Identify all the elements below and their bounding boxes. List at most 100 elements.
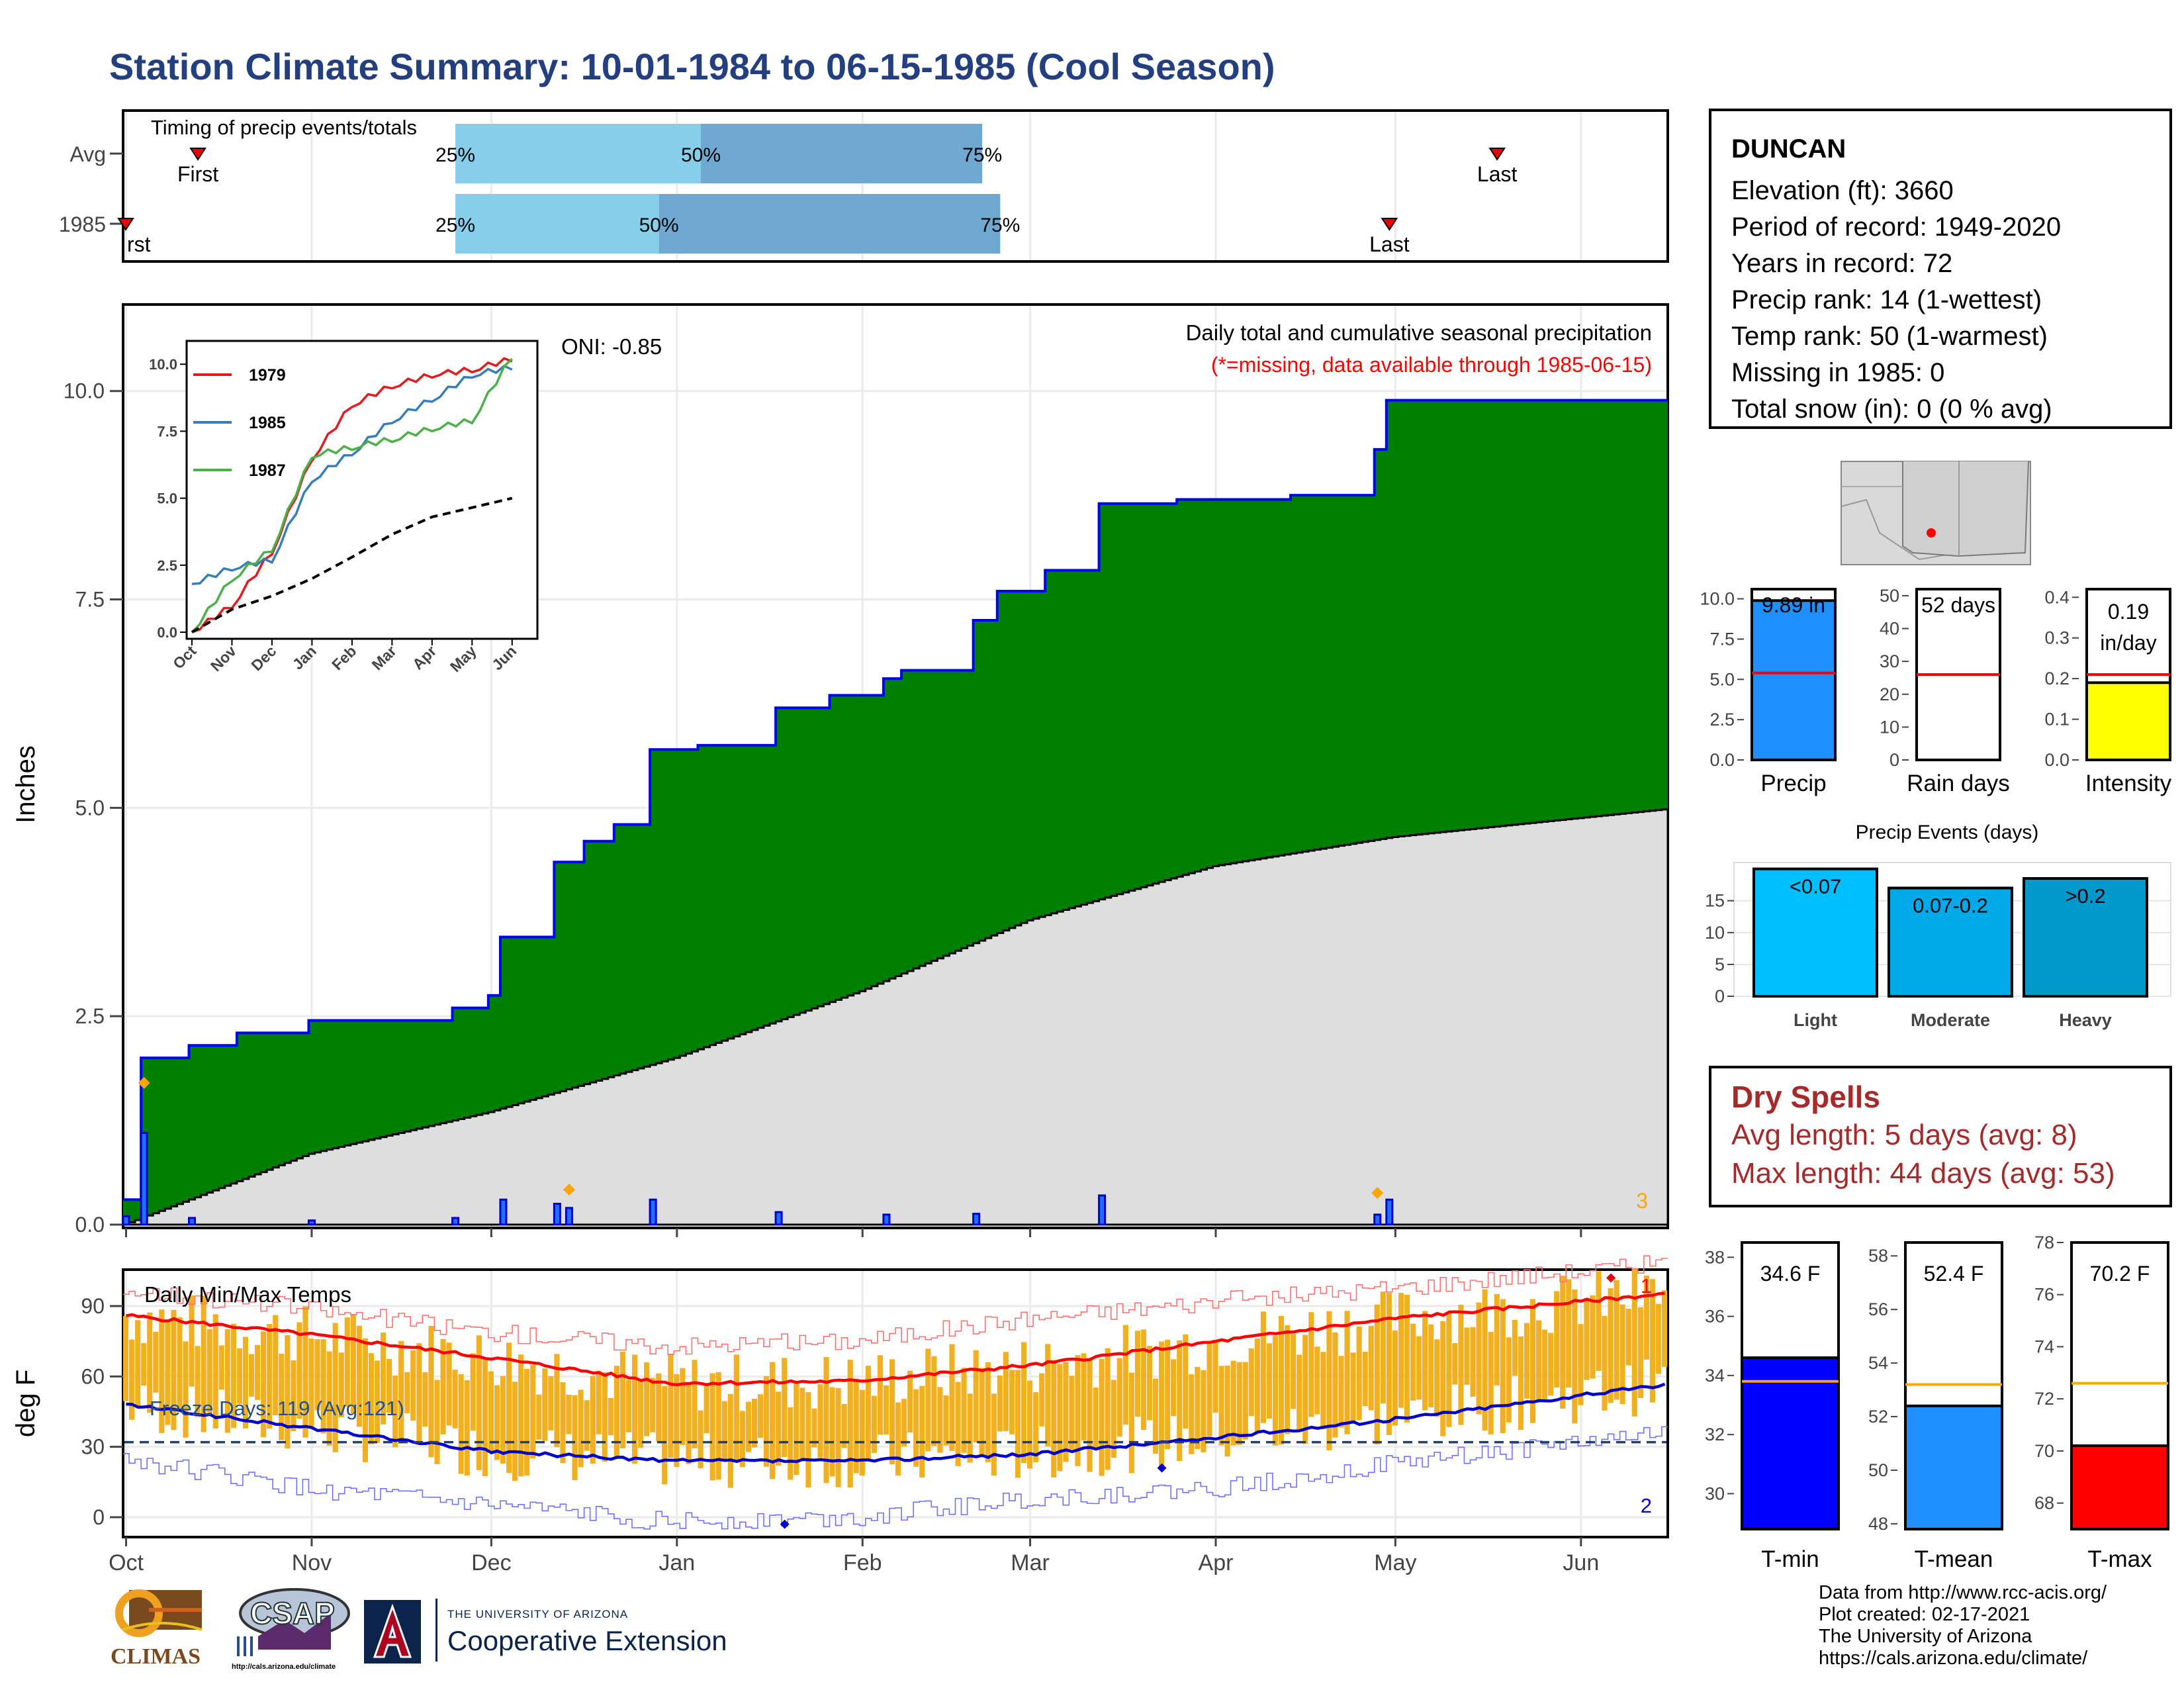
- daily-temp-bar: [721, 1401, 727, 1460]
- events-y-tick-label: 0: [1715, 986, 1725, 1006]
- summary-y-tick-label: 50: [1880, 586, 1899, 606]
- summary-y-tick-label: 10.0: [1700, 589, 1735, 609]
- temp-bar-y-tick-label: 32: [1705, 1425, 1725, 1444]
- timing-p25-label: 25%: [435, 214, 475, 236]
- daily-temp-bar: [482, 1357, 488, 1476]
- daily-temp-bar: [165, 1319, 171, 1425]
- summary-y-tick-label: 0.0: [1709, 750, 1735, 770]
- daily-temp-bar: [674, 1374, 680, 1468]
- credit-university: The University of Arizona: [1819, 1626, 2032, 1647]
- temp-bar-y-tick-label: 36: [1705, 1307, 1725, 1327]
- daily-temp-bar: [1326, 1311, 1332, 1451]
- daily-temp-bar: [1392, 1330, 1398, 1426]
- daily-temp-bar: [1560, 1276, 1566, 1409]
- temp-bar-y-tick-label: 34: [1705, 1366, 1725, 1385]
- climas-logo: CLIMAS: [109, 1583, 215, 1676]
- daily-precip-bar: [188, 1217, 197, 1226]
- events-bar-label: >0.2: [2065, 884, 2105, 908]
- daily-temp-bar: [147, 1312, 153, 1413]
- daily-temp-bar: [410, 1350, 416, 1421]
- temp-bar: [1741, 1356, 1840, 1531]
- daily-temp-bar: [440, 1338, 446, 1434]
- daily-temp-bar: [1027, 1380, 1033, 1469]
- daily-temp-bar: [1655, 1303, 1662, 1374]
- daily-temp-bar: [1512, 1319, 1518, 1376]
- daily-temp-bar: [230, 1323, 236, 1429]
- daily-temp-bar: [883, 1385, 889, 1435]
- daily-temp-bar: [302, 1306, 308, 1438]
- daily-temp-bar: [1308, 1312, 1314, 1417]
- events-category-label: Light: [1794, 1010, 1837, 1030]
- daily-temp-bar: [536, 1394, 542, 1440]
- daily-temp-bar: [1134, 1331, 1141, 1417]
- daily-temp-bar: [1009, 1370, 1015, 1434]
- first-event-label: First: [177, 162, 218, 186]
- daily-temp-bar: [416, 1343, 422, 1444]
- timing-bar-50-75: [700, 124, 983, 183]
- timing-bar-25-50: [455, 124, 701, 183]
- daily-temp-bar: [1116, 1358, 1122, 1437]
- daily-temp-bar: [344, 1317, 350, 1407]
- precip-events-chart: Precip Events (days) 0 5 10 15 <0.07 Light 0.07…: [1705, 821, 2171, 1030]
- orange-count: 3: [1636, 1189, 1648, 1213]
- x-tick-label: Dec: [471, 1550, 511, 1575]
- daily-temp-bar: [326, 1351, 332, 1446]
- daily-temp-bar: [1572, 1289, 1578, 1424]
- daily-temp-bar: [829, 1387, 835, 1477]
- temp-summary-bars: 30 32 34 36 38 34.6 F T-min 48 50 52 54 56 58 52.4 F T…: [1705, 1233, 2169, 1572]
- summary-y-tick-label: 0.4: [2044, 587, 2070, 607]
- daily-temp-bar: [1297, 1354, 1302, 1430]
- temp-bar-y-tick-label: 48: [1868, 1514, 1888, 1534]
- events-title: Precip Events (days): [1856, 821, 2039, 843]
- daily-temp-bar: [1566, 1279, 1572, 1388]
- timing-p50-label: 50%: [639, 214, 679, 236]
- daily-temp-bar: [476, 1335, 482, 1470]
- daily-temp-bar: [512, 1382, 518, 1481]
- summary-bars: 0.0 2.5 5.0 7.5 10.0 9.89 in Precip 0 10 20 30 40 50…: [1700, 586, 2171, 796]
- daily-temp-bar: [1230, 1360, 1236, 1446]
- daily-temp-bar: [619, 1351, 626, 1448]
- daily-temp-bar: [1260, 1311, 1266, 1423]
- daily-temp-bar: [1278, 1315, 1285, 1445]
- daily-temp-bar: [1410, 1323, 1416, 1401]
- inset-y-tick-label: 10.0: [149, 356, 177, 373]
- summary-y-tick-label: 0.2: [2044, 669, 2070, 688]
- record-min-count: 2: [1641, 1494, 1652, 1517]
- daily-temp-bar: [1183, 1334, 1189, 1429]
- daily-temps-chart: 0 30 60 90 Freeze Days: 119 (Avg:121) Daily M…: [11, 1255, 1669, 1575]
- daily-temp-bar: [1153, 1378, 1159, 1454]
- daily-temp-bar: [362, 1338, 369, 1462]
- daily-temp-bar: [1482, 1289, 1488, 1431]
- daily-temp-bar: [662, 1385, 668, 1485]
- daily-temp-bar: [1140, 1329, 1147, 1430]
- temp-bar-y-tick-label: 70: [2034, 1441, 2054, 1461]
- station-info-box: DUNCAN Elevation (ft): 3660 Period of re…: [1709, 109, 2172, 429]
- daily-temp-bar: [464, 1380, 470, 1476]
- daily-temp-bar: [1189, 1374, 1195, 1454]
- daily-temp-bar: [1015, 1370, 1021, 1478]
- daily-temp-bar: [1128, 1372, 1134, 1474]
- summary-value-label: 52 days: [1921, 593, 1995, 617]
- daily-temp-bar: [171, 1309, 177, 1430]
- daily-temp-bar: [320, 1339, 326, 1434]
- daily-temp-bar: [422, 1372, 428, 1427]
- daily-temp-bar: [434, 1380, 440, 1464]
- daily-temp-bar: [1535, 1320, 1542, 1403]
- daily-temp-bar: [1386, 1293, 1392, 1435]
- average-cumulative-area: [123, 808, 1669, 1226]
- daily-temp-bar: [931, 1356, 937, 1446]
- summary-y-tick-label: 7.5: [1709, 629, 1735, 649]
- daily-temp-bar: [1039, 1373, 1045, 1427]
- daily-temp-bar: [841, 1403, 847, 1448]
- daily-temp-bar: [1554, 1291, 1560, 1388]
- daily-temp-bar: [1063, 1362, 1069, 1462]
- events-y-tick-label: 15: [1705, 891, 1725, 911]
- legend-label: 1985: [249, 414, 286, 432]
- daily-temp-bar: [1488, 1332, 1494, 1434]
- temp-bar-category-label: T-mean: [1915, 1546, 1993, 1572]
- daily-temp-bar: [1195, 1366, 1201, 1450]
- daily-temp-bar: [236, 1348, 243, 1404]
- daily-temp-bar: [183, 1341, 189, 1438]
- inset-series-line: [191, 496, 513, 633]
- daily-temp-bar: [1302, 1335, 1308, 1444]
